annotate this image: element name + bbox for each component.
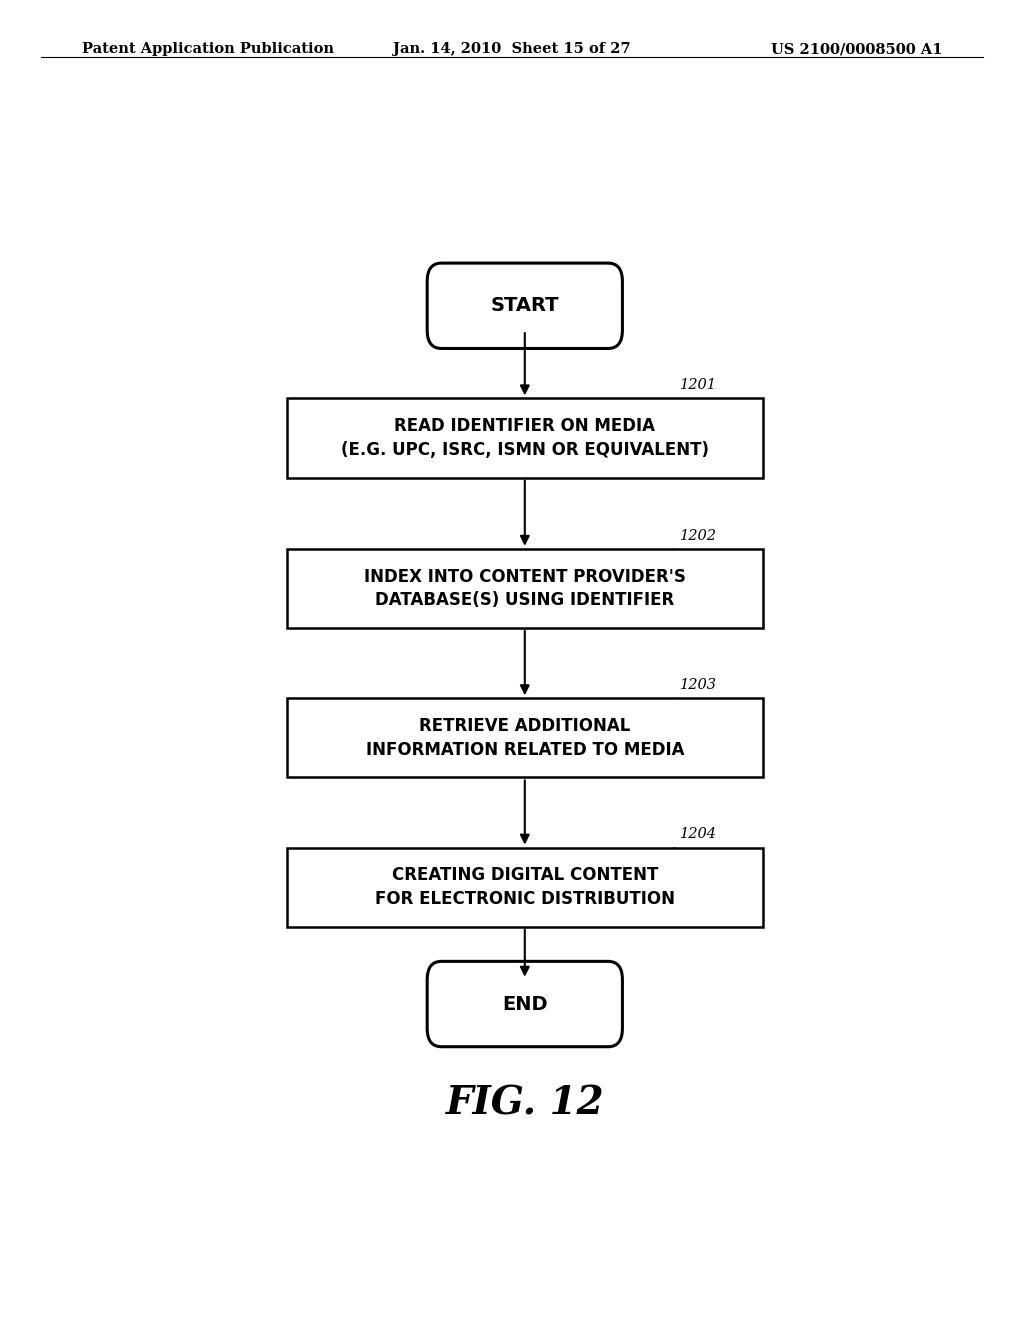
Text: CREATING DIGITAL CONTENT
FOR ELECTRONIC DISTRIBUTION: CREATING DIGITAL CONTENT FOR ELECTRONIC … xyxy=(375,866,675,908)
Text: 1203: 1203 xyxy=(680,678,717,692)
Text: RETRIEVE ADDITIONAL
INFORMATION RELATED TO MEDIA: RETRIEVE ADDITIONAL INFORMATION RELATED … xyxy=(366,717,684,759)
FancyBboxPatch shape xyxy=(427,961,623,1047)
FancyBboxPatch shape xyxy=(427,263,623,348)
Text: 1204: 1204 xyxy=(680,828,717,841)
Bar xyxy=(287,847,763,927)
Text: US 2100/0008500 A1: US 2100/0008500 A1 xyxy=(771,42,942,57)
Bar xyxy=(287,549,763,628)
Text: START: START xyxy=(490,296,559,315)
Text: READ IDENTIFIER ON MEDIA
(E.G. UPC, ISRC, ISMN OR EQUIVALENT): READ IDENTIFIER ON MEDIA (E.G. UPC, ISRC… xyxy=(341,417,709,459)
Text: INDEX INTO CONTENT PROVIDER'S
DATABASE(S) USING IDENTIFIER: INDEX INTO CONTENT PROVIDER'S DATABASE(S… xyxy=(364,568,686,609)
Text: END: END xyxy=(502,994,548,1014)
Text: FIG. 12: FIG. 12 xyxy=(445,1085,604,1122)
Bar xyxy=(287,399,763,478)
Text: Jan. 14, 2010  Sheet 15 of 27: Jan. 14, 2010 Sheet 15 of 27 xyxy=(393,42,631,57)
Text: Patent Application Publication: Patent Application Publication xyxy=(82,42,334,57)
Text: 1202: 1202 xyxy=(680,528,717,543)
Text: 1201: 1201 xyxy=(680,378,717,392)
Bar xyxy=(287,698,763,777)
